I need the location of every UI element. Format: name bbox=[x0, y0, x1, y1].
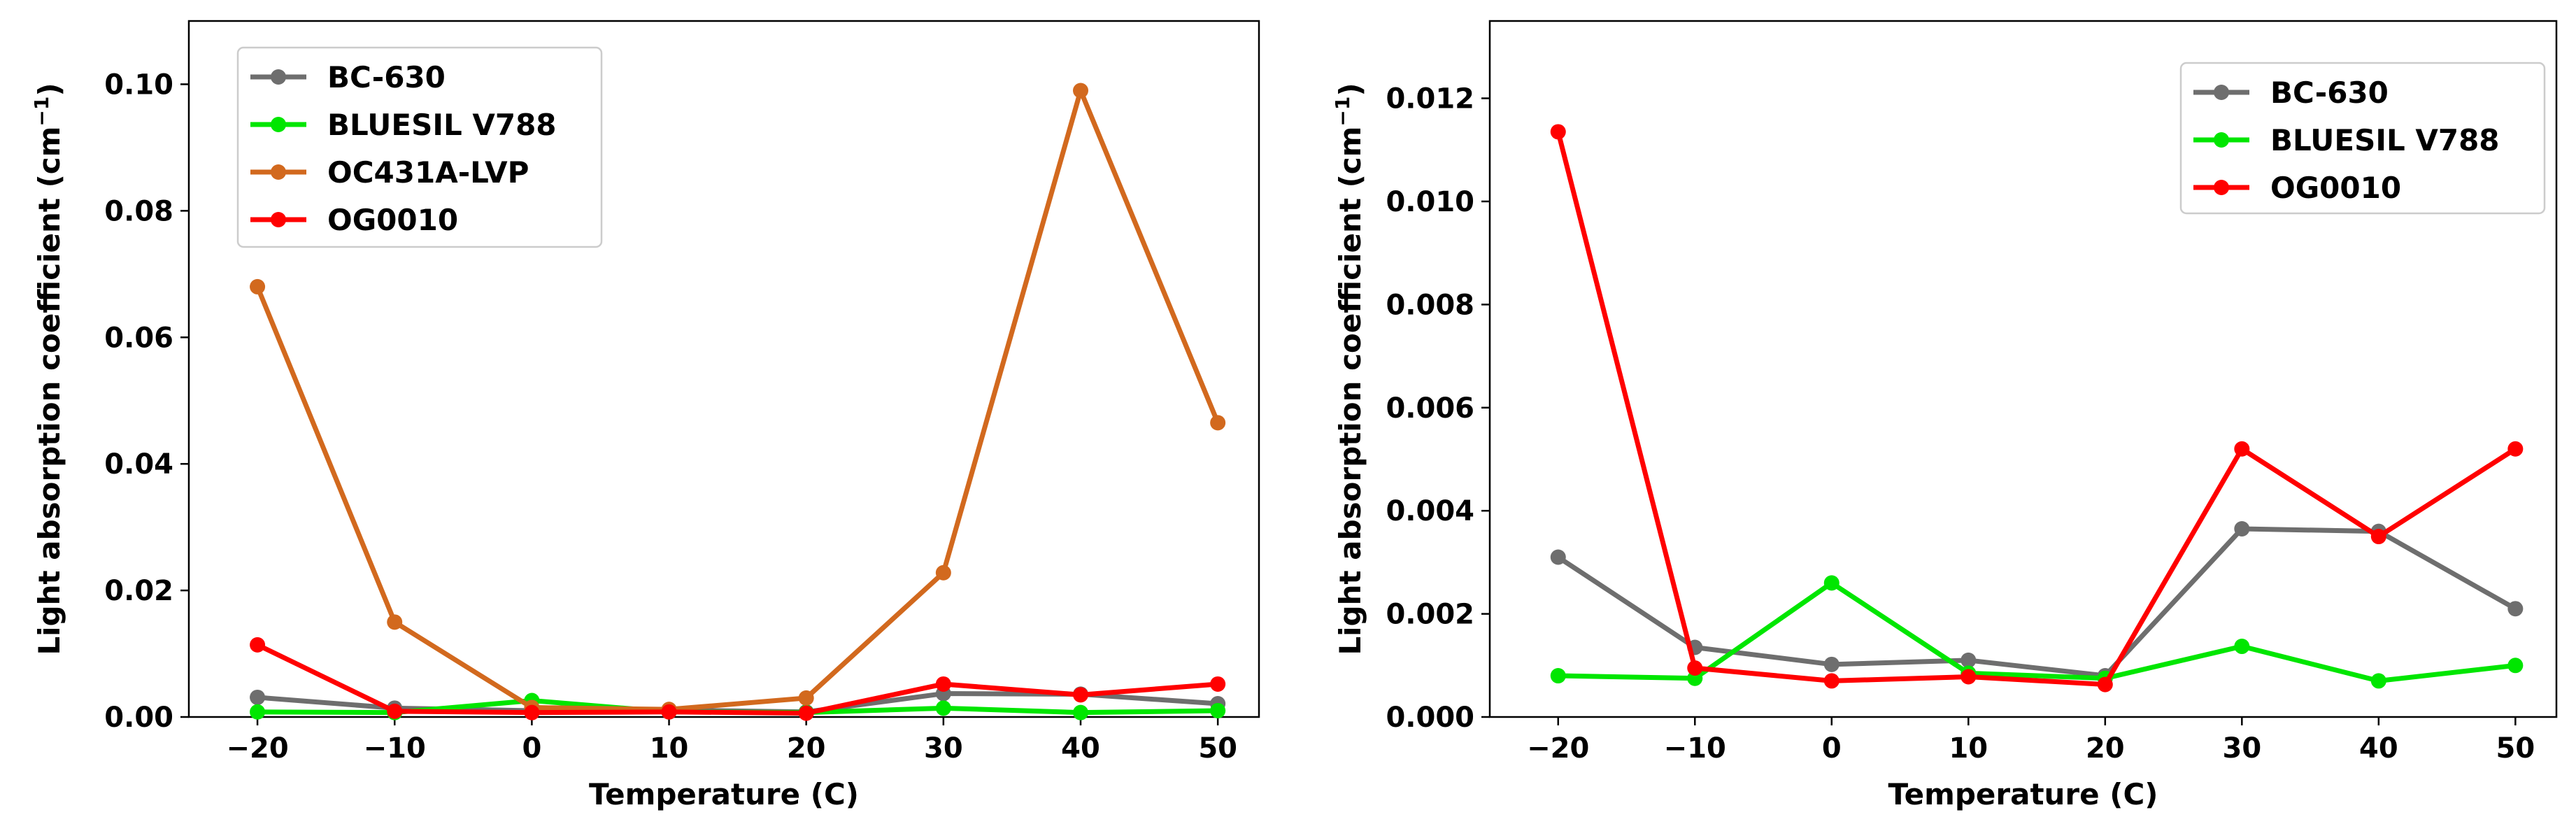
data-point-bluesil-v788 bbox=[1210, 702, 1226, 718]
legend-marker-og0010 bbox=[2214, 180, 2229, 195]
series-line-og0010 bbox=[256, 642, 1218, 716]
data-point-oc431a-lvp bbox=[1210, 415, 1226, 431]
x-tick-label: −20 bbox=[1527, 732, 1589, 765]
data-point-og0010 bbox=[661, 704, 677, 720]
legend: BC-630 BLUESIL V788 OC431A-LVP OG0010 bbox=[236, 46, 603, 248]
x-tick-label: 40 bbox=[2359, 732, 2398, 765]
legend-marker-og0010 bbox=[271, 212, 286, 227]
x-tick-label: 20 bbox=[787, 732, 826, 765]
data-point-og0010 bbox=[250, 637, 266, 653]
x-tick-label: −10 bbox=[364, 732, 426, 765]
legend-label-bluesil-v788: BLUESIL V788 bbox=[2270, 123, 2500, 157]
data-point-bluesil-v788 bbox=[250, 704, 266, 720]
data-point-oc431a-lvp bbox=[250, 278, 266, 294]
y-tick-label: 0.010 bbox=[1386, 186, 1474, 218]
series-line-bluesil-v788 bbox=[1558, 580, 2516, 683]
data-point-oc431a-lvp bbox=[798, 690, 814, 706]
data-point-og0010 bbox=[798, 705, 814, 721]
data-point-bluesil-v788 bbox=[1550, 668, 1566, 684]
data-point-bc-630 bbox=[1550, 549, 1566, 565]
data-point-og0010 bbox=[387, 703, 403, 719]
x-tick-label: −10 bbox=[1664, 732, 1726, 765]
data-point-oc431a-lvp bbox=[1073, 83, 1088, 99]
y-tick-label: 0.08 bbox=[104, 195, 173, 227]
data-point-og0010 bbox=[1961, 669, 1977, 685]
x-tick-label: −20 bbox=[226, 732, 288, 765]
x-tick-label: 50 bbox=[2496, 732, 2535, 765]
data-point-og0010 bbox=[1073, 687, 1088, 703]
y-tick-label: 0.000 bbox=[1386, 702, 1474, 734]
data-point-og0010 bbox=[1823, 673, 1840, 689]
legend-label-oc431a-lvp: OC431A-LVP bbox=[327, 155, 529, 190]
x-axis-label: Temperature (C) bbox=[1888, 777, 2158, 811]
legend-label-og0010: OG0010 bbox=[327, 203, 458, 237]
legend-label-bluesil-v788: BLUESIL V788 bbox=[327, 108, 557, 142]
data-point-og0010 bbox=[524, 704, 540, 720]
data-point-og0010 bbox=[2097, 676, 2113, 692]
data-point-bluesil-v788 bbox=[1823, 575, 1840, 591]
x-tick-label: 30 bbox=[924, 732, 963, 765]
data-point-bc-630 bbox=[1961, 652, 1977, 668]
left-chart: −20 −10 0 10 20 30 40 50 0.00 0.02 0.04 0.06 0.08 0.1… bbox=[30, 20, 1260, 811]
legend-frame bbox=[2179, 62, 2546, 215]
data-point-og0010 bbox=[2507, 441, 2524, 457]
data-point-og0010 bbox=[935, 676, 951, 692]
legend-marker-oc431a-lvp bbox=[271, 164, 286, 180]
data-point-bc-630 bbox=[1823, 656, 1840, 672]
legend-marker-bluesil-v788 bbox=[2214, 132, 2229, 148]
y-tick-label: 0.004 bbox=[1386, 495, 1474, 527]
y-axis-label: Light absorption coefficient (cm−1) bbox=[1331, 83, 1367, 655]
legend: BC-630 BLUESIL V788 OG0010 bbox=[2179, 62, 2546, 215]
data-point-bc-630 bbox=[2507, 601, 2524, 617]
x-tick-label: 10 bbox=[1949, 732, 1988, 765]
plot-frame bbox=[187, 20, 1260, 718]
data-point-oc431a-lvp bbox=[387, 614, 403, 630]
legend-frame bbox=[236, 46, 603, 248]
data-point-bluesil-v788 bbox=[2507, 658, 2524, 674]
y-tick-label: 0.006 bbox=[1386, 392, 1474, 425]
x-tick-label: 40 bbox=[1061, 732, 1100, 765]
y-tick-label: 0.10 bbox=[104, 69, 173, 101]
y-tick-label: 0.06 bbox=[104, 322, 173, 354]
y-tick-label: 0.002 bbox=[1386, 599, 1474, 631]
data-point-bluesil-v788 bbox=[935, 700, 951, 716]
y-tick-label: 0.04 bbox=[104, 448, 173, 481]
right-chart: −20 −10 0 10 20 30 40 50 0.000 0.002 0.004 0.006 0.0… bbox=[1331, 20, 2558, 811]
legend-marker-bluesil-v788 bbox=[271, 117, 286, 132]
y-tick-label: 0.012 bbox=[1386, 83, 1474, 115]
y-axis-label: Light absorption coefficient (cm−1) bbox=[30, 83, 66, 655]
data-point-og0010 bbox=[1687, 660, 1703, 676]
x-tick-label: 30 bbox=[2222, 732, 2261, 765]
plot-frame bbox=[1488, 20, 2558, 718]
legend-label-bc-630: BC-630 bbox=[327, 60, 446, 94]
data-point-og0010 bbox=[1210, 676, 1226, 692]
data-point-og0010 bbox=[1550, 124, 1566, 140]
data-point-og0010 bbox=[2234, 441, 2250, 457]
x-tick-label: 0 bbox=[522, 732, 541, 765]
series-line-oc431a-lvp bbox=[255, 88, 1221, 712]
data-point-og0010 bbox=[2370, 529, 2386, 545]
x-tick-label: 50 bbox=[1198, 732, 1237, 765]
x-axis-label: Temperature (C) bbox=[589, 777, 859, 811]
data-point-bc-630 bbox=[250, 689, 266, 705]
y-tick-label: 0.008 bbox=[1386, 289, 1474, 321]
data-point-bluesil-v788 bbox=[1073, 704, 1088, 720]
legend-marker-bc-630 bbox=[271, 69, 286, 85]
legend-label-og0010: OG0010 bbox=[2270, 171, 2401, 205]
y-tick-label: 0.02 bbox=[104, 575, 173, 607]
x-tick-label: 20 bbox=[2086, 732, 2125, 765]
x-tick-label: 0 bbox=[1822, 732, 1842, 765]
x-tick-label: 10 bbox=[650, 732, 689, 765]
y-tick-label: 0.00 bbox=[104, 702, 173, 734]
series-line-bc-630 bbox=[1556, 526, 2517, 679]
data-point-bluesil-v788 bbox=[2234, 639, 2250, 655]
data-point-bc-630 bbox=[2234, 520, 2250, 537]
legend-label-bc-630: BC-630 bbox=[2270, 76, 2389, 110]
data-point-oc431a-lvp bbox=[935, 564, 951, 581]
data-point-bluesil-v788 bbox=[2370, 673, 2386, 689]
series-line-og0010 bbox=[1556, 131, 2517, 688]
legend-marker-bc-630 bbox=[2214, 85, 2229, 100]
